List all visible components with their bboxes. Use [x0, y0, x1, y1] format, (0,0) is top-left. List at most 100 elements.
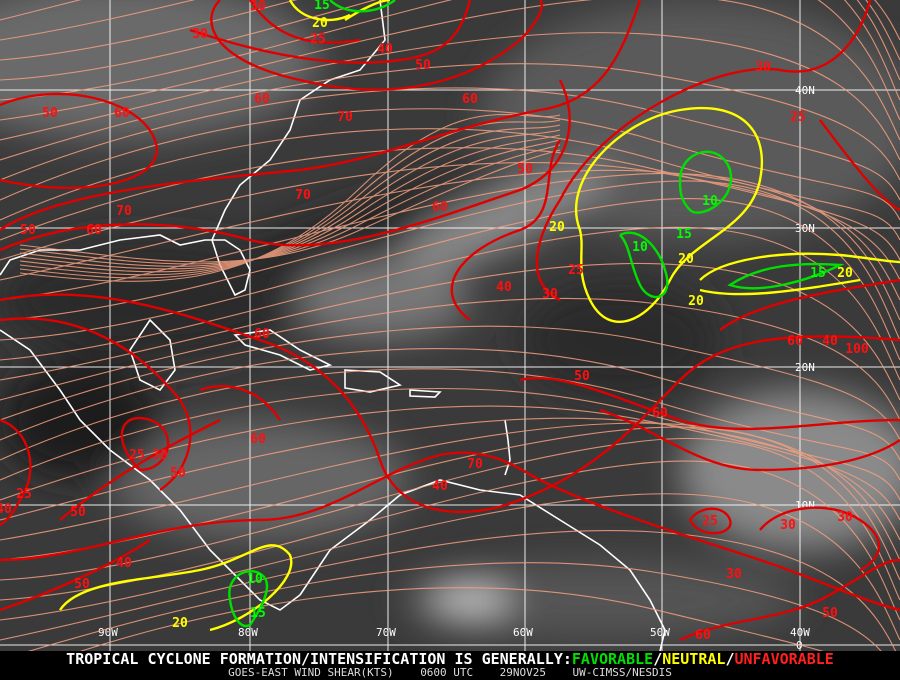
streamline [0, 32, 900, 161]
contour-label-red: 30 [250, 0, 266, 14]
streamline [0, 325, 900, 441]
contour-label-red: 60 [432, 200, 448, 215]
contour-label-red: 30 [152, 448, 168, 463]
contour-labels: 30 30 25 40 50 60 60 70 50 60 30 25 50 70 60 70 60 50 40 30… [0, 0, 869, 643]
product-info: GOES-EAST WIND SHEAR(KTS) 0600 UTC 29NOV… [0, 667, 900, 679]
contour-label-red: 60 [652, 406, 668, 421]
contour-label-green: 10 [702, 194, 718, 209]
lat-label: 20N [795, 361, 815, 374]
contour-label-green: 15 [250, 606, 266, 621]
contour-label-red: 50 [170, 466, 186, 481]
contour-label-red: 70 [467, 457, 483, 472]
streamline [27, 562, 882, 651]
separator: / [653, 650, 663, 668]
contour-label-yellow: 20 [837, 266, 853, 281]
contour-label-red: 40 [377, 42, 393, 57]
contour-label-red: 60 [114, 106, 130, 121]
contour-label-red: 25 [310, 32, 326, 47]
lat-label: 30N [795, 222, 815, 235]
streamline [0, 0, 900, 61]
contour-label-red: 50 [574, 369, 590, 384]
contour-label-red: 60 [250, 432, 266, 447]
contour-label-red: 25 [129, 448, 145, 463]
streamline [0, 147, 900, 261]
lon-label: 60W [513, 626, 533, 639]
lat-lon-grid [0, 0, 900, 651]
contour-label-red: 70 [116, 204, 132, 219]
streamline [19, 149, 561, 263]
contour-label-green: 10 [247, 572, 263, 587]
contour-label-red: 25 [16, 487, 32, 502]
contour-label-red: 25 [790, 110, 806, 125]
contour-label-yellow: 20 [678, 252, 694, 267]
contour-label-red: 50 [70, 505, 86, 520]
contour-label-red: 25 [702, 514, 718, 529]
streamline [0, 0, 900, 141]
source: UW-CIMSS/NESDIS [572, 666, 672, 679]
streamline [0, 422, 900, 561]
streamline [0, 198, 900, 361]
neutral-label: NEUTRAL [662, 650, 726, 668]
streamline [0, 262, 900, 401]
contour-label-green: 15 [314, 0, 330, 13]
lon-label: 40W [790, 626, 810, 639]
streamlines [0, 0, 900, 651]
lon-label: 90W [98, 626, 118, 639]
lon-label: 50W [650, 626, 670, 639]
contour-label-green: 15 [810, 266, 826, 281]
footer-bar: TROPICAL CYCLONE FORMATION/INTENSIFICATI… [0, 651, 900, 680]
contour-label-green: 10 [632, 240, 648, 255]
lon-label: 80W [238, 626, 258, 639]
streamline [79, 587, 824, 651]
streamline [19, 124, 561, 276]
contour-label-red: 50 [74, 577, 90, 592]
contour-label-red: 70 [295, 188, 311, 203]
satellite-map: 90W 80W 70W 60W 50W 40W 40N 30N 20N 10N … [0, 0, 900, 651]
contour-label-red: 30 [726, 567, 742, 582]
contour-label-red: 40 [116, 556, 132, 571]
contour-label-red: 50 [20, 223, 36, 238]
streamline [19, 139, 561, 267]
streamline [0, 417, 900, 541]
contour-label-red: 60 [86, 223, 102, 238]
contour-label-red: 40 [822, 334, 838, 349]
unfavorable-label: UNFAVORABLE [734, 650, 834, 668]
favorable-label: FAVORABLE [571, 650, 654, 668]
lat-label: 40N [795, 84, 815, 97]
contour-label-red: 100 [845, 342, 869, 357]
contour-label-red: 50 [42, 106, 58, 121]
contour-label-red: 30 [755, 60, 771, 75]
contour-label-yellow: 20 [172, 616, 188, 631]
contour-label-red: 60 [462, 92, 478, 107]
streamline [0, 63, 900, 181]
contour-label-yellow: 20 [688, 294, 704, 309]
contour-label-red: 50 [822, 606, 838, 621]
headline-prefix: TROPICAL CYCLONE FORMATION/INTENSIFICATI… [66, 650, 572, 668]
streamline [0, 0, 900, 121]
unfavorable-contours [0, 0, 900, 642]
time: 0600 UTC [420, 666, 474, 679]
contour-label-red: 30 [542, 287, 558, 302]
streamline [19, 144, 561, 265]
streamline [0, 169, 900, 301]
streamline [0, 162, 900, 281]
contour-label-red: 40 [432, 479, 448, 494]
streamline [0, 347, 900, 461]
contour-label-yellow: 20 [312, 16, 328, 31]
contour-label-red: 40 [496, 280, 512, 295]
contour-label-red: 70 [337, 110, 353, 125]
lon-label: 70W [376, 626, 396, 639]
contour-label-red: 60 [254, 92, 270, 107]
contour-label-red: 60 [695, 628, 711, 643]
contour-label-red: 30 [837, 510, 853, 525]
contour-label-yellow: 20 [549, 220, 565, 235]
contour-label-red: 50 [517, 162, 533, 177]
streamline [0, 180, 900, 341]
streamline [0, 128, 900, 241]
streamline [0, 438, 900, 601]
streamline [0, 0, 900, 101]
contour-label-red: 50 [415, 58, 431, 73]
neutral-contours [59, 0, 900, 632]
contour-label-red: 30 [780, 518, 796, 533]
